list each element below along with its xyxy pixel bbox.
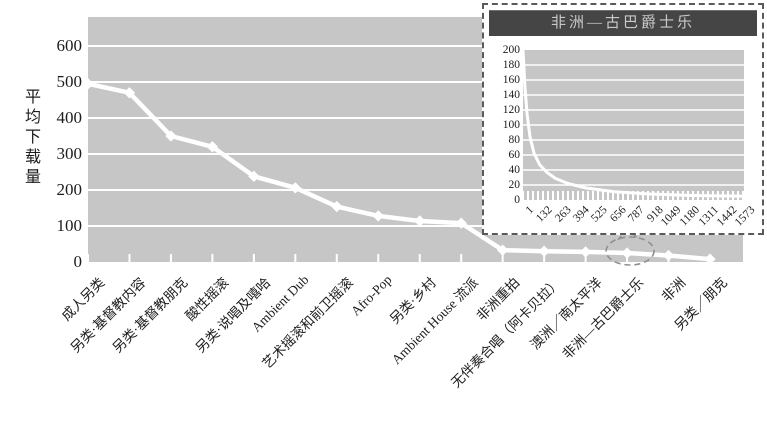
inset-y-tick-label: 200 xyxy=(502,43,520,56)
y-axis-title: 平均下载量 xyxy=(22,88,39,188)
main-y-tick-label: 500 xyxy=(56,72,83,91)
inset-y-tick-label: 40 xyxy=(508,163,521,176)
data-point-marker xyxy=(455,217,467,229)
data-point-marker xyxy=(497,244,509,256)
inset-y-tick-label: 180 xyxy=(502,58,520,71)
data-point-marker xyxy=(165,130,177,142)
inset-panel: 非洲—古巴爵士乐 0 20 40 60 80 100 120 140 160 180 200 1 13… xyxy=(482,3,764,235)
data-point-marker xyxy=(414,215,426,227)
main-y-tick-label: 0 xyxy=(73,252,83,271)
inset-y-tick-label: 100 xyxy=(502,118,520,131)
data-point-marker xyxy=(538,245,550,257)
inset-dense-ticks xyxy=(523,191,744,200)
inset-y-tick-label: 120 xyxy=(502,103,520,116)
inset-y-tick-label: 60 xyxy=(508,148,521,161)
inset-y-tick-label: 0 xyxy=(514,193,520,206)
main-y-tick-label: 400 xyxy=(56,108,83,127)
inset-title: 非洲—古巴爵士乐 xyxy=(489,10,757,36)
inset-y-tick-label: 20 xyxy=(508,178,521,191)
data-point-marker xyxy=(123,87,136,99)
main-y-tick-label: 100 xyxy=(56,216,83,235)
inset-y-tick-label: 80 xyxy=(508,133,521,146)
inset-y-tick-label: 160 xyxy=(502,73,520,86)
inset-chart-canvas xyxy=(521,48,746,200)
data-point-marker xyxy=(579,246,592,258)
data-point-marker xyxy=(621,247,633,259)
data-point-marker xyxy=(248,170,260,182)
main-y-tick-label: 600 xyxy=(56,36,83,55)
data-point-marker xyxy=(372,210,384,222)
inset-curve-series xyxy=(521,48,746,198)
annotation-ellipse xyxy=(605,236,655,266)
data-point-marker xyxy=(289,182,301,194)
data-point-marker xyxy=(331,200,343,213)
main-y-tick-label: 300 xyxy=(56,144,83,163)
data-point-marker xyxy=(704,253,716,265)
main-y-tick-label: 200 xyxy=(56,180,83,199)
downloads-line-series xyxy=(85,81,713,262)
data-point-marker xyxy=(206,141,219,153)
data-point-marker xyxy=(662,249,675,262)
inset-y-tick-label: 140 xyxy=(502,88,520,101)
